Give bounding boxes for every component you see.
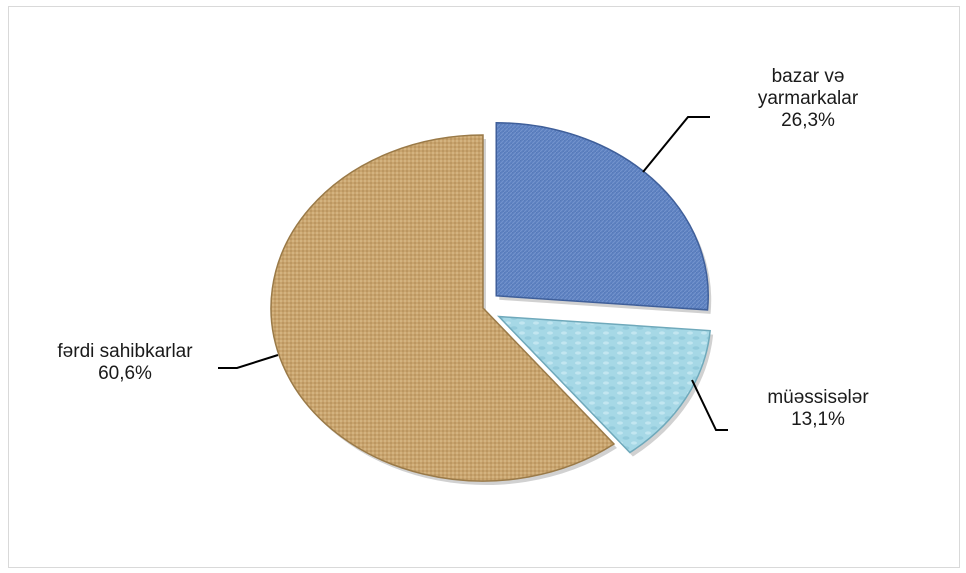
leader-line-bazar-ve-yarmarkalar [642,116,710,173]
pie-slice-bazar-ve-yarmarkalar [495,122,709,311]
data-label-muessiseler: müəssisələr 13,1% [767,387,869,430]
data-label-line: bazar və [772,66,845,87]
pie-slice-ferdi-sahibkarlar [270,134,616,482]
leader-line-ferdi-sahibkarlar [218,354,279,369]
data-label-ferdi-sahibkarlar: fərdi sahibkarlar 60,6% [57,341,193,384]
data-label-line: 13,1% [791,409,845,430]
data-label-line: 60,6% [98,363,152,384]
data-label-line: 26,3% [781,110,835,131]
data-label-bazar-ve-yarmarkalar: bazar və yarmarkalar 26,3% [758,66,859,131]
pie-slice-muessiseler [496,315,711,454]
data-label-line: müəssisələr [767,387,869,408]
data-label-line: yarmarkalar [758,88,859,109]
leader-line-muessiseler [691,379,728,431]
data-label-line: fərdi sahibkarlar [57,341,193,362]
